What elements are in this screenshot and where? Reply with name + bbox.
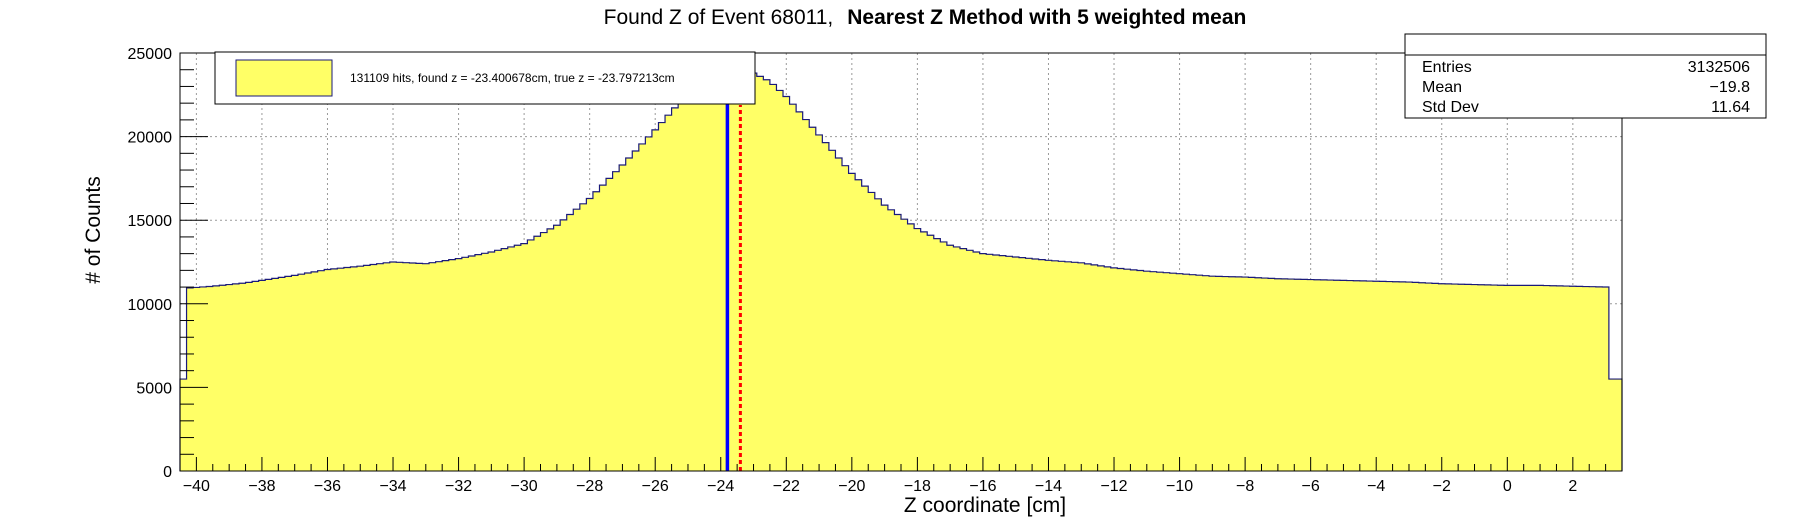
x-tick-label: −12 [1100,478,1127,495]
y-tick-label: 20000 [128,130,173,147]
x-tick-label: −40 [183,478,210,495]
stats-frame [1404,33,1767,119]
legend: 131109 hits, found z = -23.400678cm, tru… [214,51,756,105]
y-axis-title: # of Counts [82,176,105,283]
x-tick-label: −34 [379,478,406,495]
y-tick-label: 25000 [128,46,173,63]
stats-entries-value: 3132506 [1688,59,1750,76]
stats-stddev-label: Std Dev [1422,99,1479,116]
x-tick-label: −30 [511,478,538,495]
chart-title-prefix: Found Z of Event 68011, [604,6,834,29]
x-axis-title: Z coordinate [cm] [904,494,1066,517]
x-tick-label: −16 [969,478,996,495]
histogram-series [179,70,1623,471]
x-tick-label: 0 [1503,478,1512,495]
chart-title: Found Z of Event 68011, Nearest Z Method … [604,6,1247,29]
chart-title-bold: Nearest Z Method with 5 weighted mean [847,6,1246,29]
y-tick-label: 15000 [128,213,173,230]
histogram-outline [179,70,1623,471]
x-tick-label: −6 [1302,478,1320,495]
axes [179,52,1623,472]
stats-entries-label: Entries [1422,59,1472,76]
y-tick-label: 0 [163,464,172,481]
x-tick-label: −18 [904,478,931,495]
x-tick-label: −24 [707,478,734,495]
x-tick-label: −32 [445,478,472,495]
y-tick-label: 10000 [128,297,173,314]
x-tick-label: 2 [1568,478,1577,495]
y-tick-label: 5000 [136,380,172,397]
z-marker-lines [725,98,742,471]
x-tick-label: −10 [1166,478,1193,495]
x-tick-labels: −40 −38 −36 −34 −32 −30 −28 −26 −24 −22 −20 −18 −16−… [183,478,1578,495]
x-tick-label: −36 [314,478,341,495]
x-tick-label: −2 [1433,478,1451,495]
legend-label: 131109 hits, found z = -23.400678cm, tru… [350,71,675,85]
histogram-fill [180,71,1622,471]
x-tick-label: −26 [642,478,669,495]
x-tick-label: −38 [248,478,275,495]
x-tick-label: −14 [1035,478,1062,495]
stats-mean-label: Mean [1422,79,1462,96]
x-tick-label: −4 [1367,478,1385,495]
x-tick-label: −20 [838,478,865,495]
stats-stddev-value: 11.64 [1711,99,1750,116]
legend-swatch [235,59,333,97]
x-tick-label: −28 [576,478,603,495]
stats-box: Entries 3132506 Mean −19.8 Std Dev 11.64 [1404,33,1767,119]
x-tick-label: −22 [773,478,800,495]
x-tick-label: −8 [1236,478,1254,495]
stats-mean-value: −19.8 [1710,79,1751,96]
y-tick-labels: 0 5000 10000 15000 20000 25000 [128,46,173,481]
